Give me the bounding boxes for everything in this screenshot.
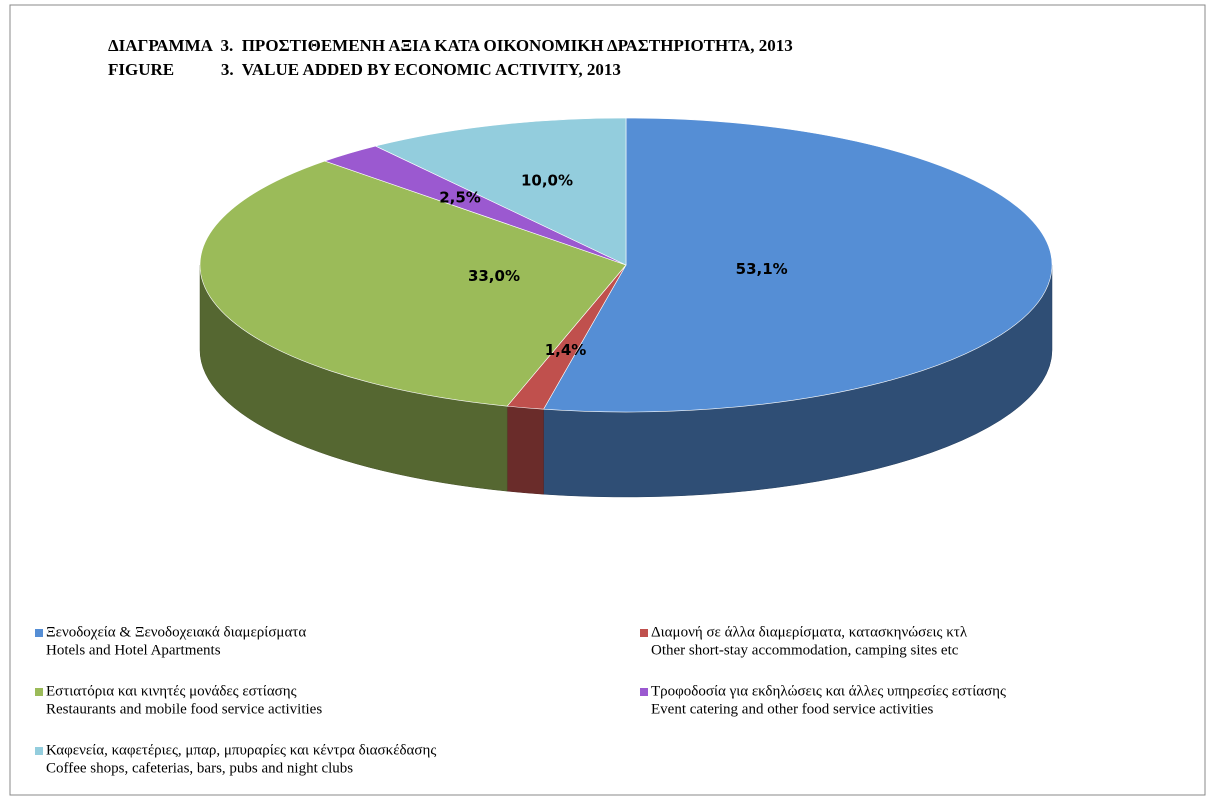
slice — [199, 160, 627, 407]
slice — [543, 117, 1053, 413]
legend-swatch — [35, 747, 43, 755]
chart-title: ΔΙΑΓΡΑΜΜΑ 3. ΠΡΟΣΤΙΘΕΜΕΝΗ ΑΞΙΑ ΚΑΤΑ ΟΙΚΟ… — [108, 36, 793, 55]
slice-side — [506, 405, 544, 495]
data-label: 33,0% — [468, 267, 520, 285]
legend-swatch — [640, 688, 648, 696]
data-label: 1,4% — [545, 341, 587, 359]
slice — [374, 117, 627, 266]
legend-label: Event catering and other food service ac… — [651, 701, 934, 717]
legend-label: Hotels and Hotel Apartments — [46, 642, 221, 658]
chart-title: FIGURE 3. VALUE ADDED BY ECONOMIC ACTIVI… — [108, 60, 621, 79]
data-label: 10,0% — [521, 172, 573, 190]
legend-label: Other short-stay accommodation, camping … — [651, 642, 959, 658]
data-label: 2,5% — [439, 188, 481, 206]
legend-label: Τροφοδοσία για εκδηλώσεις και άλλες υπηρ… — [651, 683, 1006, 699]
legend-swatch — [640, 629, 648, 637]
legend-label: Ξενοδοχεία & Ξενοδοχειακά διαμερίσματα — [46, 624, 306, 640]
legend-swatch — [35, 688, 43, 696]
data-label: 53,1% — [736, 260, 788, 278]
legend-label: Εστιατόρια και κινητές μονάδες εστίασης — [46, 683, 297, 699]
legend-label: Καφενεία, καφετέριες, μπαρ, μπυραρίες κα… — [46, 742, 436, 758]
legend-label: Coffee shops, cafeterias, bars, pubs and… — [46, 760, 353, 776]
legend-swatch — [35, 629, 43, 637]
legend-label: Διαμονή σε άλλα διαμερίσματα, κατασκηνώσ… — [651, 624, 968, 640]
legend-label: Restaurants and mobile food service acti… — [46, 701, 322, 717]
